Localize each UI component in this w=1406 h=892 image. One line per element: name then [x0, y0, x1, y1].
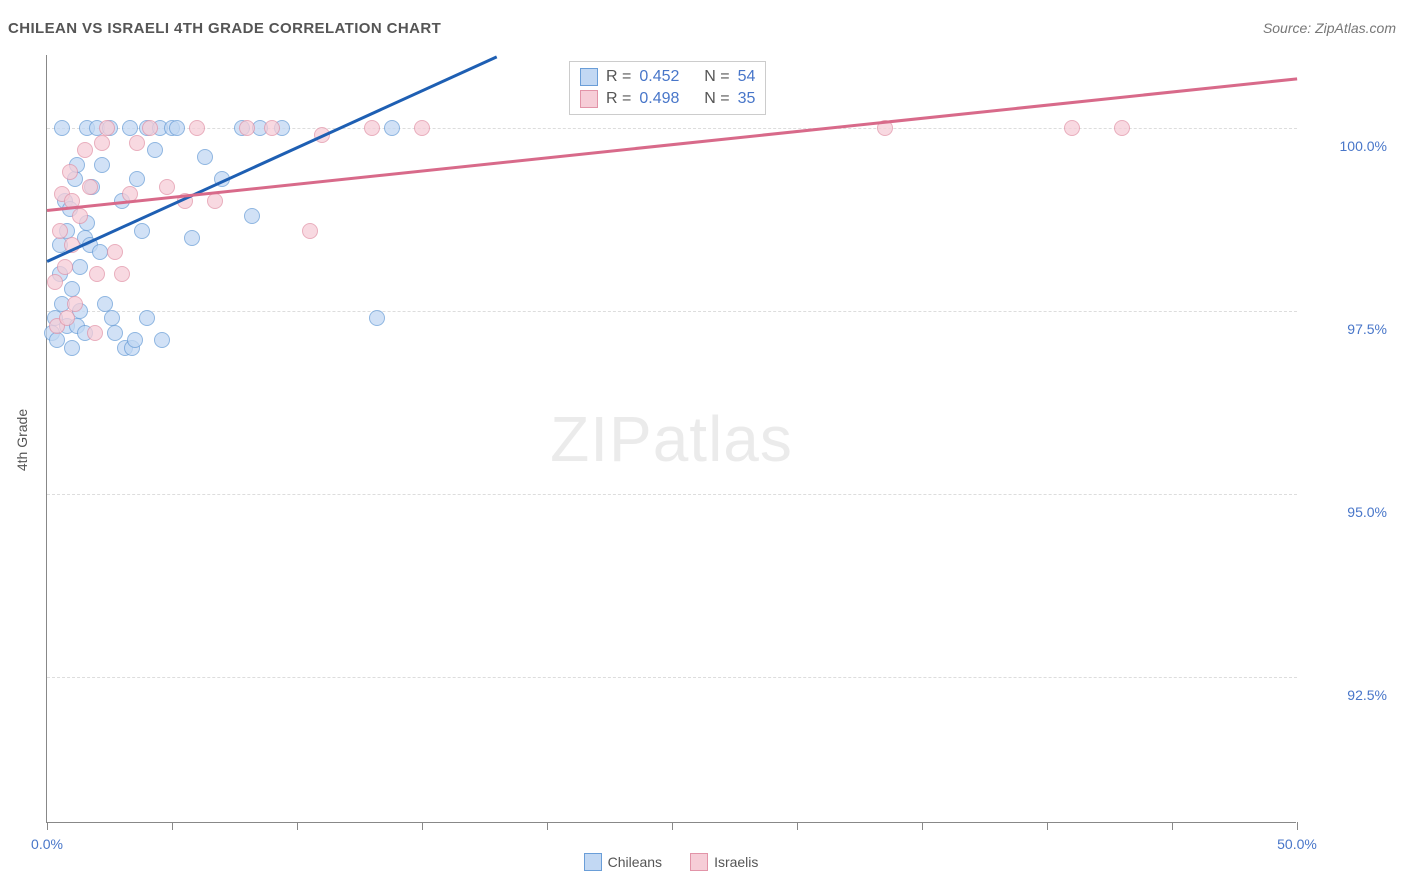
data-point: [364, 120, 380, 136]
data-point: [64, 340, 80, 356]
gridline: [47, 677, 1297, 678]
watermark-thin: atlas: [653, 403, 793, 475]
series-swatch-icon: [580, 90, 598, 108]
data-point: [92, 244, 108, 260]
data-point: [82, 179, 98, 195]
data-point: [94, 157, 110, 173]
data-point: [154, 332, 170, 348]
data-point: [89, 266, 105, 282]
correlation-stats-box: R = 0.452 N = 54 R = 0.498 N = 35: [569, 61, 766, 115]
data-point: [264, 120, 280, 136]
stat-value: 0.452: [639, 68, 679, 86]
y-tick-label: 97.5%: [1307, 321, 1387, 337]
data-point: [114, 266, 130, 282]
legend-swatch-icon: [690, 853, 708, 871]
x-tick: [1297, 822, 1298, 830]
data-point: [99, 120, 115, 136]
data-point: [207, 193, 223, 209]
data-point: [72, 208, 88, 224]
x-tick-label: 50.0%: [1277, 836, 1317, 852]
stat-value: 35: [738, 90, 756, 108]
data-point: [197, 149, 213, 165]
data-point: [52, 223, 68, 239]
data-point: [64, 281, 80, 297]
gridline: [47, 494, 1297, 495]
stats-row: R = 0.452 N = 54: [580, 66, 755, 88]
data-point: [134, 223, 150, 239]
x-tick: [422, 822, 423, 830]
data-point: [189, 120, 205, 136]
data-point: [97, 296, 113, 312]
data-point: [107, 244, 123, 260]
x-tick: [922, 822, 923, 830]
data-point: [239, 120, 255, 136]
data-point: [47, 274, 63, 290]
x-tick: [172, 822, 173, 830]
data-point: [129, 171, 145, 187]
data-point: [122, 120, 138, 136]
y-axis-label: 4th Grade: [14, 409, 30, 471]
stat-value: 54: [738, 68, 756, 86]
chart-header: CHILEAN VS ISRAELI 4TH GRADE CORRELATION…: [8, 10, 1396, 46]
watermark: ZIPatlas: [550, 402, 793, 476]
stat-label: R =: [606, 68, 631, 86]
data-point: [244, 208, 260, 224]
data-point: [72, 259, 88, 275]
stat-label: N =: [704, 90, 729, 108]
data-point: [127, 332, 143, 348]
legend-label: Chileans: [608, 854, 662, 870]
gridline: [47, 311, 1297, 312]
data-point: [384, 120, 400, 136]
trend-line: [46, 55, 497, 262]
data-point: [147, 142, 163, 158]
stat-label: N =: [704, 68, 729, 86]
legend-label: Israelis: [714, 854, 758, 870]
data-point: [1064, 120, 1080, 136]
data-point: [184, 230, 200, 246]
x-tick: [297, 822, 298, 830]
source-attribution: Source: ZipAtlas.com: [1263, 20, 1396, 36]
data-point: [57, 259, 73, 275]
x-tick: [1047, 822, 1048, 830]
data-point: [302, 223, 318, 239]
data-point: [159, 179, 175, 195]
y-tick-label: 92.5%: [1307, 687, 1387, 703]
data-point: [369, 310, 385, 326]
data-point: [62, 164, 78, 180]
data-point: [54, 120, 70, 136]
x-tick: [547, 822, 548, 830]
data-point: [104, 310, 120, 326]
x-tick: [672, 822, 673, 830]
data-point: [142, 120, 158, 136]
data-point: [107, 325, 123, 341]
series-legend: Chileans Israelis: [46, 853, 1296, 871]
data-point: [49, 332, 65, 348]
legend-item-israelis: Israelis: [690, 853, 758, 871]
legend-item-chileans: Chileans: [584, 853, 662, 871]
data-point: [94, 135, 110, 151]
stat-label: R =: [606, 90, 631, 108]
x-tick: [47, 822, 48, 830]
data-point: [139, 310, 155, 326]
chart-title: CHILEAN VS ISRAELI 4TH GRADE CORRELATION…: [8, 20, 441, 37]
watermark-bold: ZIP: [550, 403, 653, 475]
data-point: [59, 310, 75, 326]
series-swatch-icon: [580, 68, 598, 86]
data-point: [67, 296, 83, 312]
y-tick-label: 95.0%: [1307, 504, 1387, 520]
stat-value: 0.498: [639, 90, 679, 108]
data-point: [129, 135, 145, 151]
data-point: [87, 325, 103, 341]
data-point: [169, 120, 185, 136]
x-tick: [797, 822, 798, 830]
stats-row: R = 0.498 N = 35: [580, 88, 755, 110]
x-tick-label: 0.0%: [31, 836, 63, 852]
data-point: [1114, 120, 1130, 136]
x-tick: [1172, 822, 1173, 830]
data-point: [77, 142, 93, 158]
scatter-plot-area: ZIPatlas 92.5%95.0%97.5%100.0%0.0%50.0%R…: [46, 55, 1296, 823]
y-tick-label: 100.0%: [1307, 138, 1387, 154]
legend-swatch-icon: [584, 853, 602, 871]
data-point: [414, 120, 430, 136]
